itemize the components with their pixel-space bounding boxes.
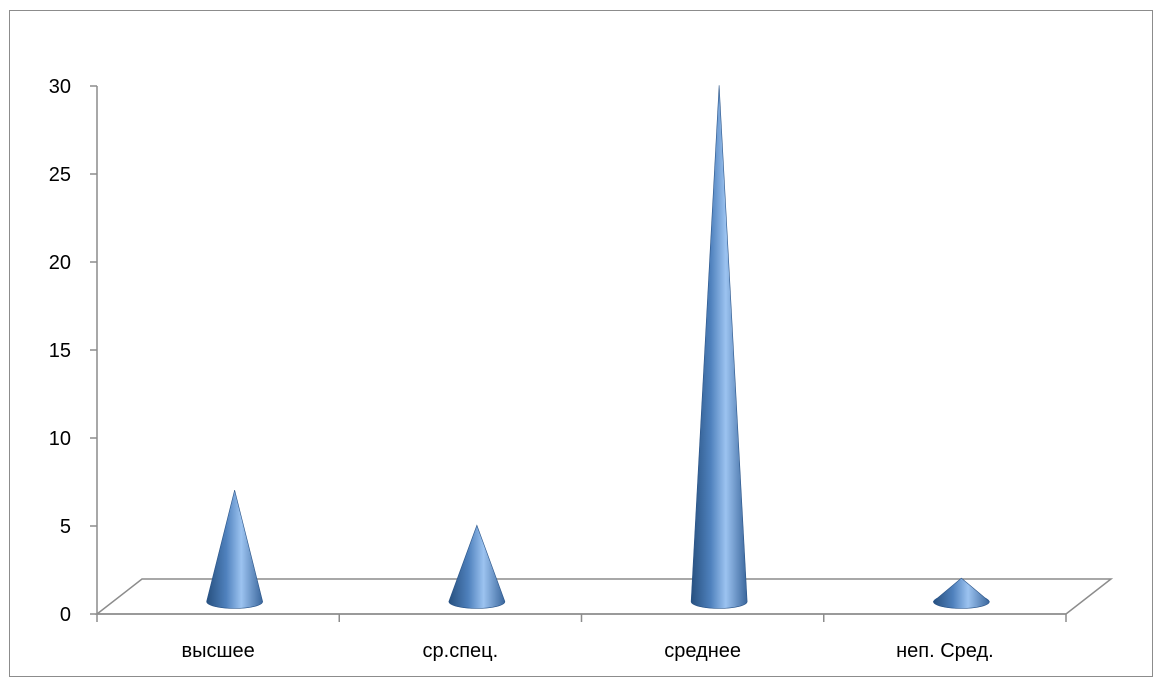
cone-среднее	[690, 85, 748, 609]
y-tick-label: 30	[49, 76, 71, 98]
y-tick-label: 15	[49, 340, 71, 362]
cone-body	[448, 524, 506, 609]
cone-body	[206, 490, 263, 609]
y-tick-label: 20	[49, 252, 71, 274]
category-label: высшее	[181, 640, 254, 662]
y-tick-label: 0	[60, 604, 71, 626]
cone-series	[206, 85, 990, 609]
cone-неп-Сред-	[933, 577, 990, 609]
y-tick-label: 25	[49, 164, 71, 186]
floor-plane	[94, 578, 1114, 615]
category-label: неп. Сред.	[896, 640, 994, 662]
category-label: ср.спец.	[423, 640, 499, 662]
y-tick-label: 5	[60, 516, 71, 538]
cone-высшее	[206, 490, 263, 609]
chart-frame	[9, 10, 1153, 677]
chart-floor	[94, 578, 1114, 615]
axis-labels: 0 5 10 15 20 25 30 высшее ср.спец. среднее неп. Ср…	[49, 76, 994, 662]
cone-ср-спец-	[448, 524, 506, 609]
category-label: среднее	[664, 640, 741, 662]
cone-body	[933, 577, 990, 609]
y-tick-label: 10	[49, 428, 71, 450]
cone-body	[690, 85, 748, 609]
